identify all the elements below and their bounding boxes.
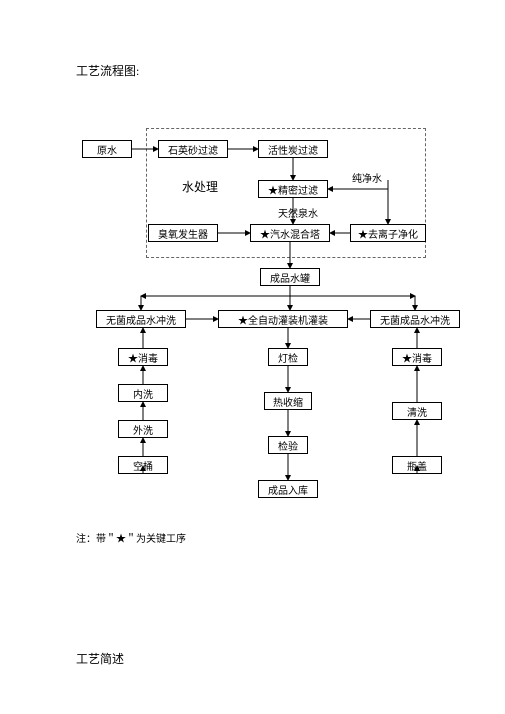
note-text: 注：带＂★＂为关键工序 <box>76 530 186 545</box>
node-wash-right: 清洗 <box>392 402 442 420</box>
node-inspect: 检验 <box>268 436 308 454</box>
node-tank: 成品水罐 <box>260 268 320 286</box>
node-rinse-left: 无菌成品水冲洗 <box>96 310 186 328</box>
node-precision-filter: ★精密过滤 <box>258 180 328 198</box>
natural-spring-label: 天然泉水 <box>276 205 320 220</box>
node-inner-wash: 内洗 <box>118 384 168 402</box>
node-raw-water: 原水 <box>82 140 132 158</box>
page-title: 工艺流程图: <box>76 62 139 79</box>
node-filling: ★全自动灌装机灌装 <box>218 310 348 328</box>
node-deion: ★去离子净化 <box>350 224 426 242</box>
node-outer-wash: 外洗 <box>118 420 168 438</box>
node-rinse-right: 无菌成品水冲洗 <box>370 310 460 328</box>
node-ozone: 臭氧发生器 <box>148 224 218 242</box>
page-subtitle: 工艺简述 <box>76 650 124 667</box>
water-treatment-label: 水处理 <box>180 178 220 195</box>
node-quartz-sand: 石英砂过滤 <box>158 140 228 158</box>
node-lamp-check: 灯检 <box>268 348 308 366</box>
node-cap: 瓶盖 <box>392 456 442 474</box>
node-mixer: ★汽水混合塔 <box>250 224 330 242</box>
node-sterilize-right: ★消毒 <box>392 348 442 366</box>
node-storage: 成品入库 <box>258 480 318 498</box>
pure-water-label: 纯净水 <box>350 170 384 185</box>
node-empty-barrel: 空桶 <box>118 456 168 474</box>
node-heat-shrink: 热收缩 <box>264 392 312 410</box>
node-active-carbon: 活性炭过滤 <box>258 140 328 158</box>
node-sterilize-left: ★消毒 <box>118 348 168 366</box>
